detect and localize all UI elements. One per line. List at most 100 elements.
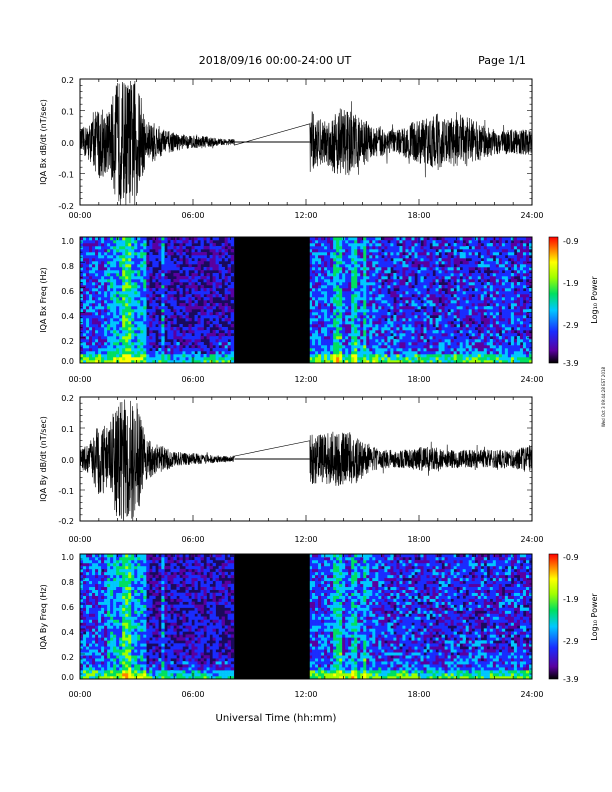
spectrogram-pixel [173, 300, 177, 304]
spectrogram-pixel [528, 315, 533, 319]
spectrogram-pixel [387, 237, 391, 241]
spectrogram-pixel [429, 339, 433, 343]
spectrogram-pixel [378, 243, 382, 247]
spectrogram-pixel [474, 351, 479, 355]
spectrogram-pixel [113, 273, 117, 277]
spectrogram-pixel [98, 288, 102, 292]
spectrogram-pixel [315, 291, 319, 295]
spectrogram-pixel [92, 279, 96, 283]
spectrogram-pixel [444, 237, 448, 241]
spectrogram-pixel [95, 294, 99, 298]
spectrogram-pixel [450, 306, 454, 310]
spectrogram-pixel [399, 261, 403, 265]
spectrogram-pixel [167, 354, 171, 358]
spectrogram-pixel [474, 348, 479, 352]
spectrogram-pixel [444, 348, 448, 352]
spectrogram-pixel [408, 279, 412, 283]
spectrogram-pixel [209, 246, 213, 250]
spectrogram-pixel [360, 252, 364, 256]
spectrogram-pixel [101, 315, 105, 319]
spectrogram-pixel [393, 252, 397, 256]
spectrogram-pixel [498, 360, 503, 364]
spectrogram-pixel [441, 345, 445, 349]
spectrogram-pixel [408, 315, 412, 319]
spectrogram-pixel [510, 297, 515, 301]
spectrogram-pixel [438, 276, 442, 280]
spectrogram-pixel [456, 312, 460, 316]
spectrogram-pixel [369, 252, 373, 256]
spectrogram-pixel [101, 258, 105, 262]
spectrogram-pixel [429, 309, 433, 313]
spectrogram-pixel [456, 306, 460, 310]
spectrogram-pixel [86, 270, 90, 274]
spectrogram-pixel [492, 267, 497, 271]
spectrogram-pixel [396, 300, 400, 304]
spectrogram-pixel [393, 351, 397, 355]
spectrogram-pixel [369, 285, 373, 289]
spectrogram-pixel [480, 237, 485, 241]
spectrogram-pixel [113, 336, 117, 340]
spectrogram-pixel [405, 288, 409, 292]
spectrogram-pixel [149, 291, 153, 295]
spectrogram-pixel [360, 339, 364, 343]
spectrogram-pixel [122, 246, 126, 250]
spectrogram-pixel [167, 351, 171, 355]
spectrogram-pixel [339, 315, 343, 319]
spectrogram-pixel [203, 276, 207, 280]
spectrogram-pixel [83, 345, 87, 349]
spectrogram-pixel [188, 297, 192, 301]
spectrogram-pixel [396, 291, 400, 295]
spectrogram-pixel [143, 333, 147, 337]
spectrogram-pixel [191, 345, 195, 349]
spectrogram-pixel [408, 345, 412, 349]
spectrogram-pixel [396, 324, 400, 328]
spectrogram-pixel [363, 318, 367, 322]
spectrogram-pixel [507, 246, 512, 250]
spectrogram-pixel [399, 282, 403, 286]
spectrogram-pixel [176, 312, 180, 316]
spectrogram-pixel [411, 237, 415, 241]
spectrogram-pixel [501, 300, 506, 304]
spectrogram-pixel [131, 255, 135, 259]
y-axis-label: IQA Bx dB/dt (nT/sec) [39, 99, 48, 185]
spectrogram-pixel [312, 282, 316, 286]
spectrogram-pixel [182, 297, 186, 301]
spectrogram-pixel [119, 333, 123, 337]
spectrogram-pixel [486, 246, 491, 250]
spectrogram-pixel [378, 300, 382, 304]
spectrogram-pixel [471, 309, 476, 313]
spectrogram-pixel [215, 360, 219, 364]
spectrogram-pixel [438, 309, 442, 313]
spectrogram-pixel [504, 336, 509, 340]
spectrogram-pixel [86, 297, 90, 301]
spectrogram-pixel [116, 270, 120, 274]
spectrogram-pixel [381, 243, 385, 247]
spectrogram-pixel [408, 285, 412, 289]
spectrogram-pixel [441, 297, 445, 301]
spectrogram-pixel [80, 249, 84, 253]
spectrogram-pixel [360, 309, 364, 313]
spectrogram-pixel [149, 246, 153, 250]
spectrogram-pixel [339, 330, 343, 334]
spectrogram-pixel [318, 336, 322, 340]
spectrogram-pixel [125, 240, 129, 244]
spectrogram-pixel [420, 282, 424, 286]
spectrogram-pixel [351, 258, 355, 262]
spectrogram-pixel [345, 315, 349, 319]
spectrogram-pixel [131, 339, 135, 343]
spectrogram-pixel [438, 339, 442, 343]
spectrogram-pixel [167, 252, 171, 256]
spectrogram-pixel [104, 291, 108, 295]
spectrogram-pixel [492, 279, 497, 283]
spectrogram-pixel [215, 336, 219, 340]
spectrogram-pixel [528, 309, 533, 313]
spectrogram-pixel [420, 258, 424, 262]
spectrogram-pixel [411, 339, 415, 343]
spectrogram-pixel [360, 276, 364, 280]
spectrogram-pixel [399, 333, 403, 337]
spectrogram-pixel [83, 333, 87, 337]
spectrogram-pixel [209, 318, 213, 322]
spectrogram-pixel [318, 294, 322, 298]
spectrogram-pixel [137, 303, 141, 307]
spectrogram-pixel [450, 357, 454, 361]
